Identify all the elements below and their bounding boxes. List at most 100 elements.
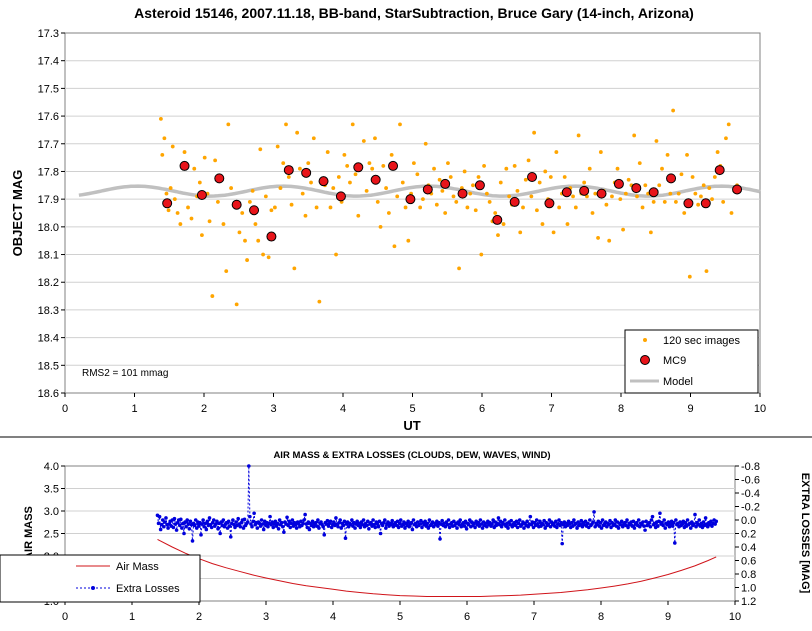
image-point bbox=[648, 230, 653, 235]
bottom-right-y-tick-label: 0.0 bbox=[741, 515, 756, 527]
extra-losses-point bbox=[241, 526, 246, 530]
image-point bbox=[229, 186, 234, 190]
image-point bbox=[699, 194, 703, 199]
extra-losses-point bbox=[546, 522, 551, 526]
extra-losses-point bbox=[631, 519, 636, 524]
extra-losses-point bbox=[592, 510, 596, 514]
image-point bbox=[350, 122, 355, 127]
extra-losses-point bbox=[543, 526, 548, 530]
image-point bbox=[395, 194, 400, 199]
image-point bbox=[693, 191, 698, 196]
image-point bbox=[618, 197, 623, 202]
extra-losses-point bbox=[186, 522, 191, 526]
image-point bbox=[724, 136, 728, 141]
image-point bbox=[295, 130, 300, 135]
image-point bbox=[331, 186, 336, 190]
image-point bbox=[317, 299, 322, 304]
image-point bbox=[440, 188, 445, 193]
extra-losses-point bbox=[554, 519, 558, 524]
image-point bbox=[571, 194, 575, 199]
bottom-x-tick-label: 4 bbox=[330, 611, 336, 623]
extra-losses-point bbox=[294, 526, 299, 530]
image-point bbox=[437, 177, 442, 182]
extra-losses-point bbox=[558, 523, 562, 528]
extra-losses-point bbox=[322, 533, 327, 537]
image-point bbox=[674, 200, 678, 204]
image-point bbox=[554, 150, 559, 154]
extra-losses-point bbox=[555, 525, 559, 530]
bottom-right-y-tick-label: -0.4 bbox=[741, 488, 760, 500]
mc9-point bbox=[214, 173, 225, 184]
mc9-series bbox=[162, 160, 743, 242]
extra-losses-point bbox=[329, 525, 334, 530]
extra-losses-point bbox=[632, 526, 637, 530]
extra-losses-point bbox=[336, 524, 340, 529]
extra-losses-point bbox=[338, 518, 342, 522]
image-point bbox=[309, 180, 313, 185]
image-point bbox=[345, 164, 350, 168]
extra-losses-point bbox=[683, 520, 688, 525]
bottom-x-tick-label: 2 bbox=[196, 611, 202, 623]
extra-losses-point bbox=[685, 518, 690, 522]
extra-losses-point bbox=[200, 522, 204, 526]
extra-losses-point bbox=[228, 535, 233, 539]
extra-losses-point bbox=[180, 526, 184, 530]
image-point bbox=[668, 191, 673, 196]
image-point bbox=[493, 211, 498, 215]
extra-losses-point bbox=[510, 524, 515, 529]
extra-losses-point bbox=[647, 520, 652, 525]
bottom-x-tick-label: 3 bbox=[263, 611, 269, 623]
image-point bbox=[202, 155, 207, 160]
bottom-left-y-tick-label: 3.0 bbox=[44, 506, 59, 518]
image-point bbox=[411, 161, 416, 166]
image-point bbox=[375, 200, 380, 204]
image-point bbox=[261, 252, 265, 257]
bottom-x-tick-label: 5 bbox=[397, 611, 403, 623]
image-point bbox=[604, 202, 609, 207]
extra-losses-point bbox=[529, 522, 534, 527]
bottom-right-y-tick-label: -0.2 bbox=[741, 502, 760, 514]
extra-losses-point bbox=[619, 519, 624, 524]
legend-model-label: Model bbox=[663, 376, 693, 388]
extra-losses-point bbox=[663, 526, 668, 530]
extra-losses-point bbox=[398, 518, 403, 522]
top-y-tick-label: 18.3 bbox=[38, 305, 59, 317]
extra-losses-point bbox=[599, 526, 604, 530]
images-series bbox=[159, 108, 739, 307]
mc9-point bbox=[666, 173, 677, 184]
extra-losses-point bbox=[207, 516, 212, 520]
extra-losses-point bbox=[182, 531, 186, 536]
image-point bbox=[621, 227, 625, 232]
extra-losses-point bbox=[572, 518, 576, 522]
extra-losses-point bbox=[588, 518, 592, 522]
mc9-point bbox=[388, 160, 399, 171]
image-point bbox=[660, 166, 664, 171]
image-point bbox=[162, 136, 167, 141]
extra-losses-point bbox=[269, 522, 273, 527]
extra-losses-point bbox=[397, 521, 402, 526]
extra-losses-point bbox=[372, 522, 376, 527]
image-point bbox=[328, 205, 333, 210]
top-x-tick-label: 8 bbox=[618, 403, 624, 415]
image-point bbox=[587, 166, 592, 171]
extra-losses-point bbox=[710, 524, 714, 528]
image-point bbox=[710, 197, 714, 202]
image-point bbox=[356, 213, 361, 218]
image-point bbox=[415, 172, 420, 177]
image-point bbox=[434, 202, 439, 207]
image-point bbox=[421, 197, 425, 202]
extra-losses-point bbox=[607, 522, 611, 527]
image-point bbox=[496, 233, 500, 238]
model-line bbox=[78, 184, 761, 198]
mc9-point bbox=[405, 194, 416, 205]
extra-losses-point bbox=[289, 521, 294, 526]
top-y-tick-label: 17.9 bbox=[38, 194, 59, 206]
extra-losses-point bbox=[175, 520, 180, 525]
top-y-tick-label: 18.4 bbox=[38, 333, 59, 345]
extra-losses-point bbox=[522, 526, 526, 530]
image-point bbox=[521, 205, 525, 210]
extra-losses-point bbox=[353, 526, 357, 530]
extra-losses-point bbox=[311, 524, 316, 529]
extra-losses-point bbox=[250, 524, 254, 529]
